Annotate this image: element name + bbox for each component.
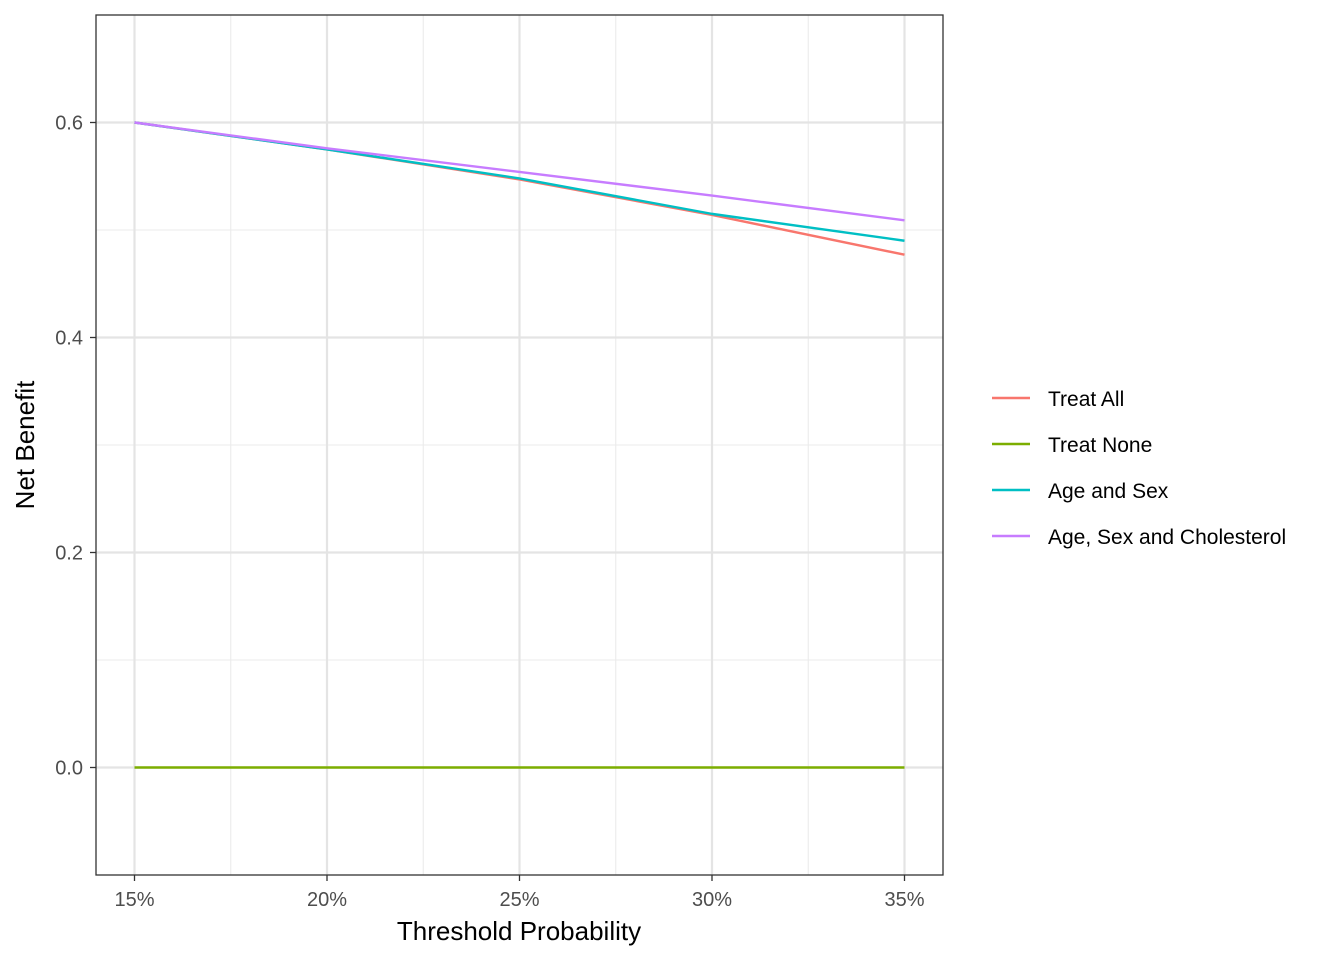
x-tick-label: 25% (499, 889, 539, 911)
y-tick-label: 0.6 (55, 113, 83, 135)
y-axis-ticks: 0.0 0.2 0.4 0.6 (55, 113, 96, 780)
x-tick-label: 15% (114, 889, 154, 911)
legend-label-treat-none: Treat None (1048, 434, 1152, 457)
series-line-age-sex-and-cholesterol (134, 121, 905, 222)
y-tick-label: 0.0 (55, 758, 83, 780)
major-gridlines (96, 15, 943, 875)
x-axis-title: Threshold Probability (397, 916, 641, 946)
x-tick-label: 20% (307, 889, 347, 911)
x-tick-label: 30% (692, 889, 732, 911)
legend-label-age-sex-and-cholesterol: Age, Sex and Cholesterol (1048, 526, 1286, 549)
y-tick-label: 0.2 (55, 543, 83, 565)
legend-label-age-and-sex: Age and Sex (1048, 480, 1169, 503)
x-tick-label: 35% (884, 889, 924, 911)
y-tick-label: 0.4 (55, 328, 83, 350)
x-axis-ticks: 15% 20% 25% 30% 35% (114, 875, 925, 911)
series-lines (134, 121, 905, 769)
legend: Treat All Treat None Age and Sex Age, Sex a… (992, 388, 1286, 549)
y-axis-title: Net Benefit (10, 380, 40, 509)
legend-label-treat-all: Treat All (1048, 388, 1124, 411)
